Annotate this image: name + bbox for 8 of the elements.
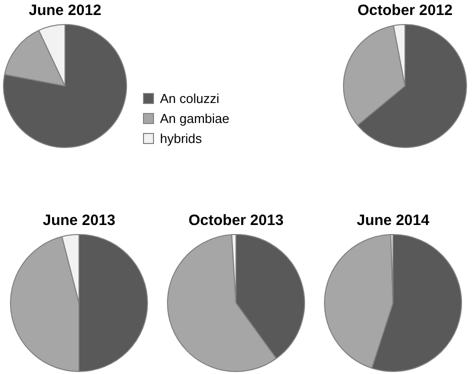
legend-label: hybrids <box>160 130 202 146</box>
chart-title: October 2012 <box>357 2 453 20</box>
legend-label: An coluzzi <box>160 90 220 106</box>
chart-title: June 2012 <box>28 2 102 20</box>
chart-title: October 2013 <box>188 212 284 230</box>
legend-label: An gambiae <box>160 110 230 126</box>
chart-title: June 2013 <box>42 212 116 230</box>
chart-title: June 2014 <box>356 212 430 230</box>
